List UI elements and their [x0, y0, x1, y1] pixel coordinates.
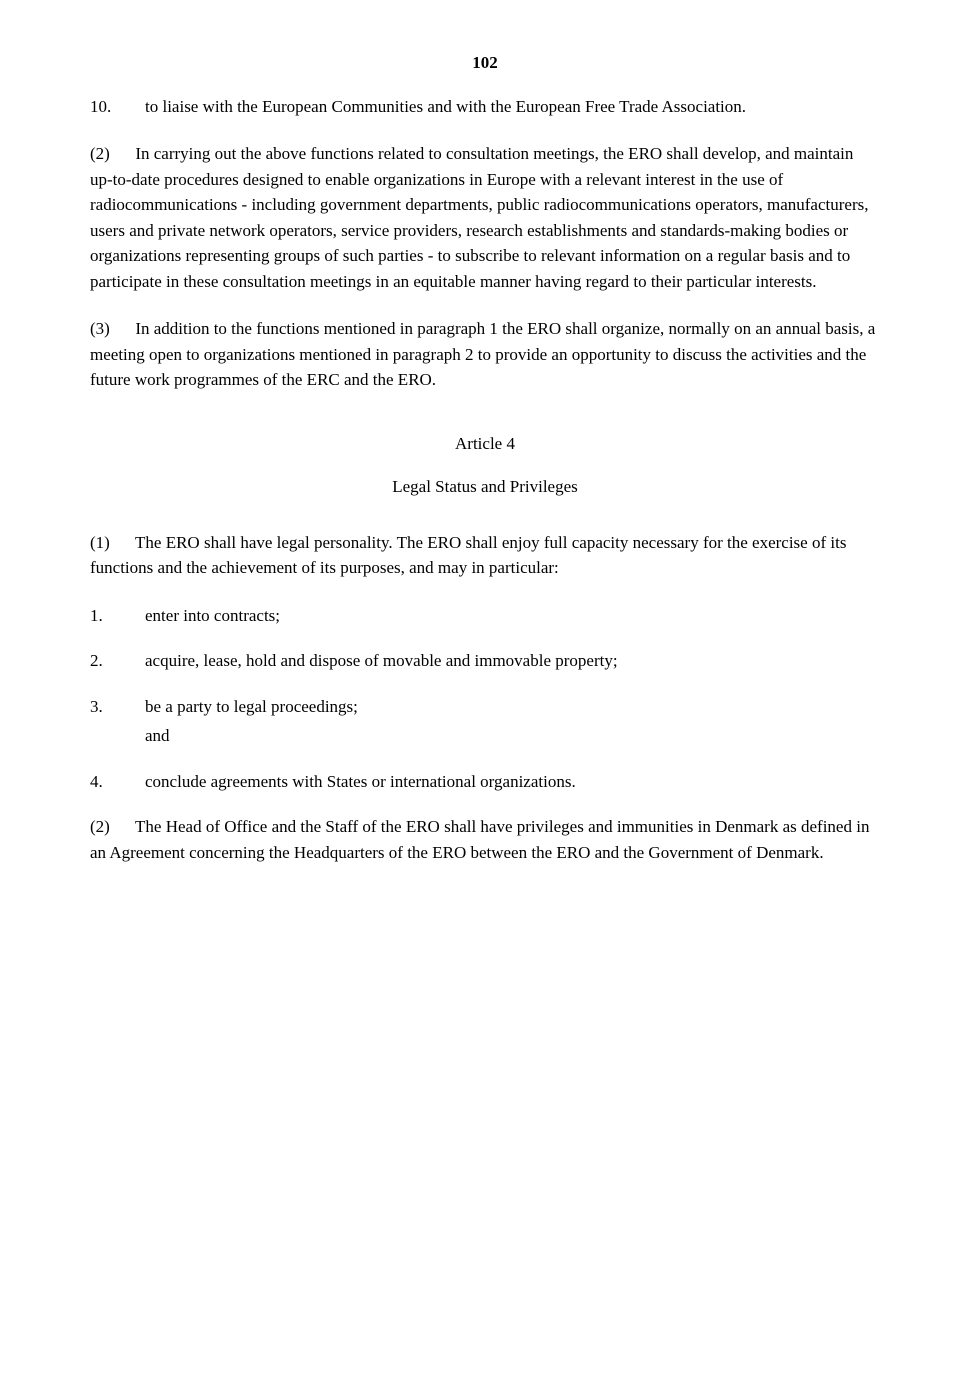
- para-lead: (2): [90, 817, 110, 836]
- list-item: 2. acquire, lease, hold and dispose of m…: [90, 648, 880, 674]
- article-subheading: Legal Status and Privileges: [90, 474, 880, 500]
- para-lead: (1): [90, 533, 110, 552]
- list-item: 3. be a party to legal proceedings;: [90, 694, 880, 720]
- page-number: 102: [90, 50, 880, 76]
- item-text: conclude agreements with States or inter…: [145, 769, 880, 795]
- item-number-blank: [90, 723, 145, 749]
- list-item-continuation: and: [90, 723, 880, 749]
- para-lead: (3): [90, 319, 110, 338]
- para-body: In carrying out the above functions rela…: [90, 144, 868, 291]
- item-text: enter into contracts;: [145, 603, 880, 629]
- para-body: In addition to the functions mentioned i…: [90, 319, 875, 389]
- article4-para1: (1) The ERO shall have legal personality…: [90, 530, 880, 581]
- list-item: 1. enter into contracts;: [90, 603, 880, 629]
- item-number: 10.: [90, 94, 145, 120]
- paragraph-2: (2) In carrying out the above functions …: [90, 141, 880, 294]
- item-text: to liaise with the European Communities …: [145, 94, 880, 120]
- list-item-10: 10. to liaise with the European Communit…: [90, 94, 880, 120]
- item-number: 1.: [90, 603, 145, 629]
- item-number: 3.: [90, 694, 145, 720]
- item-text: acquire, lease, hold and dispose of mova…: [145, 648, 880, 674]
- article4-para2: (2) The Head of Office and the Staff of …: [90, 814, 880, 865]
- list-item: 4. conclude agreements with States or in…: [90, 769, 880, 795]
- item-number: 2.: [90, 648, 145, 674]
- document-page: 102 10. to liaise with the European Comm…: [0, 0, 960, 947]
- article-heading: Article 4: [90, 431, 880, 457]
- para-body: The Head of Office and the Staff of the …: [90, 817, 869, 862]
- item-text: and: [145, 723, 880, 749]
- para-body: The ERO shall have legal personality. Th…: [90, 533, 846, 578]
- para-lead: (2): [90, 144, 110, 163]
- item-number: 4.: [90, 769, 145, 795]
- paragraph-3: (3) In addition to the functions mention…: [90, 316, 880, 393]
- item-text: be a party to legal proceedings;: [145, 694, 880, 720]
